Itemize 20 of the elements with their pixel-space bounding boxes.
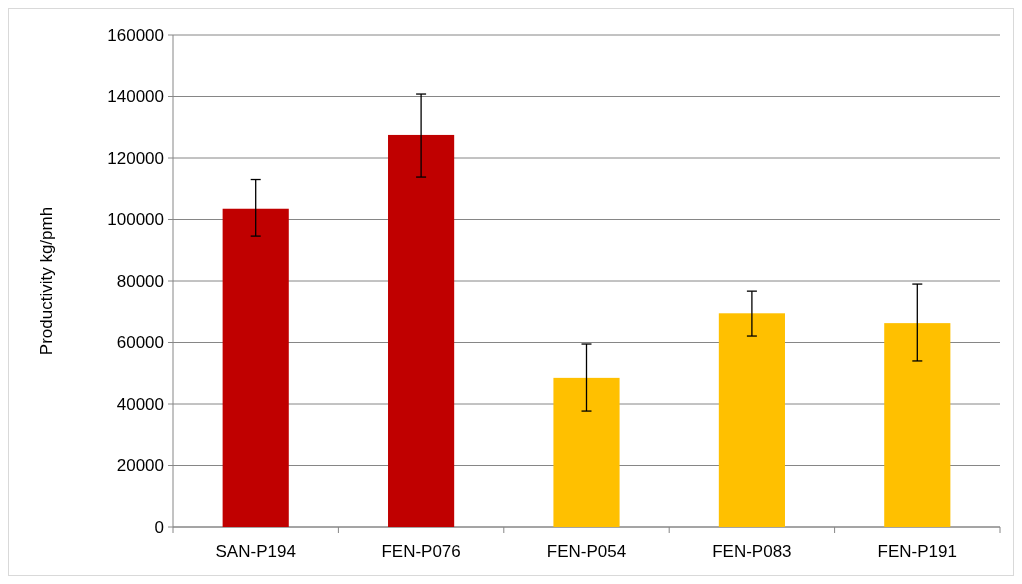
- y-tick-label: 100000: [107, 210, 164, 230]
- bar: [553, 377, 620, 527]
- bar: [388, 134, 455, 527]
- y-tick-label: 120000: [107, 148, 164, 168]
- x-tick-label: FEN-P054: [546, 542, 627, 561]
- x-tick-label: SAN-P194: [215, 542, 296, 561]
- y-tick-label: 0: [154, 517, 164, 537]
- bar: [222, 208, 289, 527]
- y-tick-label: 40000: [116, 394, 164, 414]
- bar: [884, 323, 951, 527]
- y-axis-title: Productivity kg/pmh: [37, 206, 56, 356]
- y-tick-label: 80000: [116, 271, 164, 291]
- x-tick-label: FEN-P191: [877, 542, 957, 561]
- y-tick-label: 20000: [116, 456, 164, 476]
- y-tick-label: 140000: [107, 87, 164, 107]
- x-tick-label: FEN-P083: [712, 542, 792, 561]
- y-tick-label: 160000: [107, 25, 164, 45]
- y-tick-label: 60000: [116, 333, 164, 353]
- x-tick-label: FEN-P076: [381, 542, 461, 561]
- bar: [718, 313, 785, 527]
